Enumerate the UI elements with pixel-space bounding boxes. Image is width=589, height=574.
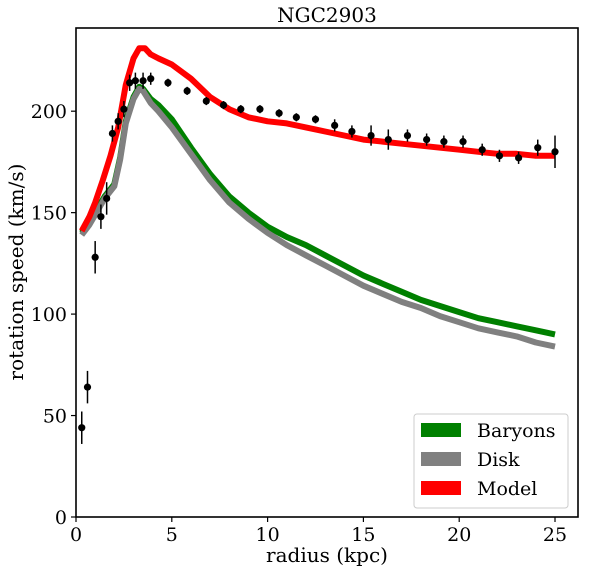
data-point [348, 127, 356, 136]
data-point [108, 129, 117, 138]
data-point [97, 213, 105, 221]
data-point [495, 152, 504, 160]
x-tick-label: 25 [543, 524, 567, 546]
data-point [114, 117, 122, 125]
legend-label-disk: Disk [477, 449, 520, 471]
data-point [423, 135, 431, 144]
x-axis-label: radius (kpc) [266, 543, 388, 567]
x-tick-label: 20 [447, 524, 471, 546]
observed-data-points [78, 72, 559, 444]
data-point [515, 154, 523, 162]
data-point [126, 79, 134, 87]
legend-swatch-baryons [421, 423, 461, 437]
data-point [403, 131, 412, 140]
data-point [78, 424, 86, 432]
data-point [534, 144, 542, 152]
data-point [367, 131, 375, 140]
y-tick-label: 200 [31, 101, 67, 123]
data-point [147, 75, 155, 83]
x-tick-label: 10 [256, 524, 280, 546]
data-point [183, 87, 191, 95]
series-line-disk [79, 85, 556, 350]
data-point [120, 105, 128, 113]
data-point [139, 77, 147, 85]
data-point [91, 253, 99, 261]
data-point [311, 115, 320, 123]
x-tick-label: 0 [70, 524, 82, 546]
data-point [478, 146, 486, 154]
data-point [256, 105, 264, 113]
data-point [440, 138, 448, 146]
legend-swatch-model [421, 481, 461, 495]
data-point [131, 77, 139, 85]
chart-title: NGC2903 [277, 3, 377, 27]
data-point [551, 148, 559, 156]
data-point [219, 101, 228, 109]
data-point [202, 97, 210, 105]
x-tick-label: 15 [351, 524, 375, 546]
legend-label-baryons: Baryons [477, 420, 556, 442]
plot-frame [75, 27, 579, 518]
y-axis-label: rotation speed (km/s) [4, 164, 28, 381]
ticks-layer: 0 5 10 15 20 25 0 50 100 150 200 [31, 101, 567, 546]
data-point [103, 194, 111, 203]
data-point [237, 105, 245, 113]
series-layer [78, 45, 559, 444]
x-tick-label: 5 [166, 524, 178, 546]
data-point [83, 383, 92, 391]
y-tick-label: 0 [55, 507, 67, 529]
data-point [384, 135, 392, 144]
legend: Baryons Disk Model [413, 413, 569, 509]
data-point [459, 138, 467, 146]
legend-label-model: Model [477, 478, 537, 500]
data-point [164, 79, 172, 87]
data-point [292, 113, 300, 121]
series-line-model [79, 45, 555, 233]
y-tick-label: 150 [31, 203, 67, 225]
legend-swatch-disk [421, 452, 461, 466]
y-tick-label: 100 [31, 304, 67, 326]
data-point [275, 109, 283, 117]
data-point [331, 121, 339, 129]
y-tick-label: 50 [43, 406, 67, 428]
